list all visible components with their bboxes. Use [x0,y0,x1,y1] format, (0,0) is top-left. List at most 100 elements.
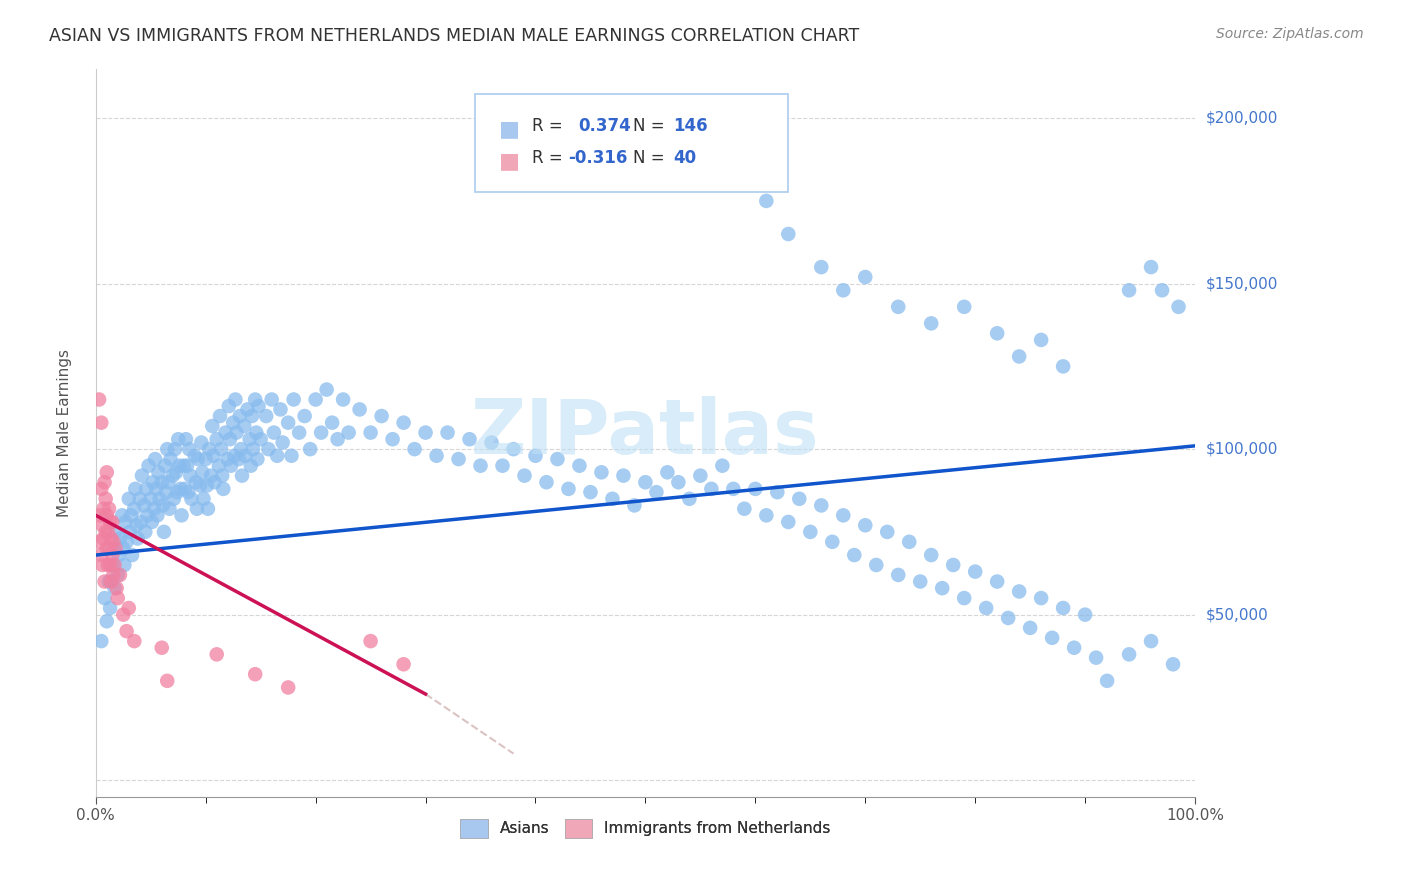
Text: Source: ZipAtlas.com: Source: ZipAtlas.com [1216,27,1364,41]
Point [103,568,125,582]
Point [1008,584,1031,599]
Point [90,634,112,648]
Point [1052,601,1074,615]
Point [195,478,218,492]
Point [194,452,217,467]
Point [876,524,898,539]
Point [187,452,209,467]
Point [723,482,745,496]
Text: N =: N = [633,118,671,136]
Point [242,442,264,457]
Point [176,458,198,473]
Point [392,657,415,672]
Point [179,442,201,457]
Point [108,568,131,582]
Point [602,491,624,506]
Point [108,548,131,562]
Point [142,475,165,490]
Text: 146: 146 [673,118,707,136]
Text: 0.374: 0.374 [578,118,631,136]
Point [186,501,208,516]
Point [170,508,193,523]
Point [211,468,233,483]
Point [832,508,855,523]
Point [118,601,141,615]
Point [134,524,156,539]
Point [481,435,503,450]
Point [986,574,1008,589]
Point [105,581,128,595]
Point [93,591,115,606]
Point [249,432,271,446]
Text: $50,000: $50,000 [1206,607,1268,622]
Point [243,392,266,407]
Point [135,482,157,496]
Point [174,432,197,446]
Point [173,458,195,473]
Point [93,501,115,516]
Point [299,442,322,457]
Point [821,534,844,549]
Point [115,624,138,639]
Point [228,452,250,467]
Point [134,499,156,513]
Point [280,449,302,463]
Point [114,515,136,529]
Point [277,681,299,695]
Point [118,491,141,506]
Point [1118,648,1140,662]
Point [204,475,226,490]
Point [177,485,200,500]
Point [1029,591,1052,606]
Point [112,558,135,572]
Point [304,392,326,407]
Point [787,491,810,506]
Point [98,601,121,615]
Point [908,574,931,589]
Text: $200,000: $200,000 [1206,111,1278,126]
Point [349,402,371,417]
Point [678,491,700,506]
Point [201,419,224,434]
Point [156,673,179,688]
Point [222,416,245,430]
Point [90,416,112,430]
Point [810,499,832,513]
Point [180,491,202,506]
Text: -0.316: -0.316 [568,149,628,167]
Point [612,468,634,483]
Point [309,425,332,440]
Text: 40: 40 [673,149,696,167]
Point [711,458,734,473]
Point [138,458,160,473]
Point [965,565,987,579]
Point [524,449,547,463]
Point [887,568,910,582]
Point [239,432,262,446]
Point [169,458,191,473]
Point [98,515,121,529]
Point [986,326,1008,341]
Point [107,568,129,582]
Point [277,416,299,430]
Point [155,485,177,500]
Point [167,432,190,446]
Point [93,532,115,546]
Point [214,425,236,440]
Point [844,548,866,562]
Point [91,518,114,533]
Point [953,591,976,606]
Point [208,458,231,473]
Point [225,425,247,440]
Point [404,442,426,457]
Point [1167,300,1189,314]
Point [332,392,354,407]
Point [1008,350,1031,364]
Point [246,452,269,467]
FancyBboxPatch shape [475,94,789,193]
Point [163,442,186,457]
Point [920,317,942,331]
Point [1029,333,1052,347]
Point [689,468,711,483]
Point [810,260,832,274]
